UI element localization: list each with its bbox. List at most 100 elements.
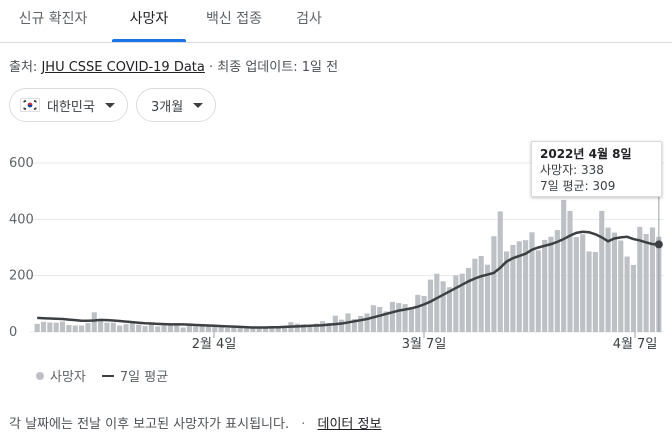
bar <box>205 325 212 332</box>
bar <box>472 258 478 332</box>
deaths-chart: 600 400 200 0 2월 4일 3월 7일 4월 7일 <box>9 156 664 352</box>
bar <box>91 312 97 332</box>
bar <box>440 281 446 332</box>
bar <box>167 325 173 332</box>
bar <box>415 294 421 332</box>
bar <box>66 324 72 332</box>
bar <box>573 237 579 332</box>
bar <box>313 323 319 332</box>
bar <box>256 328 262 332</box>
bar <box>212 325 218 332</box>
tab-bar: 신규 확진자 사망자 백신 접종 검사 <box>0 0 672 43</box>
y-tick-label: 400 <box>9 212 34 227</box>
bar <box>85 322 91 332</box>
bar <box>320 321 326 332</box>
bar <box>129 322 135 332</box>
y-tick-label: 600 <box>9 156 34 171</box>
x-tick-label: 4월 7일 <box>613 337 658 352</box>
bar <box>580 234 586 332</box>
bar <box>269 327 275 332</box>
bar <box>434 273 440 332</box>
bar <box>630 264 637 332</box>
tooltip-avg: 7일 평균: 309 <box>540 179 616 193</box>
bar <box>561 199 567 332</box>
bar <box>180 327 186 332</box>
bar <box>389 301 395 332</box>
bar <box>186 324 192 332</box>
bar <box>72 325 78 332</box>
bar <box>491 236 497 332</box>
bar <box>326 322 332 332</box>
bar-legend-swatch <box>36 371 44 380</box>
bar <box>218 327 224 332</box>
range-label: 3개월 <box>151 99 184 115</box>
bar <box>383 311 389 332</box>
tooltip-deaths: 사망자: 338 <box>540 163 604 177</box>
source-separator: · <box>209 60 214 75</box>
tab-tests[interactable]: 검사 <box>296 11 322 27</box>
source-link[interactable]: JHU CSSE COVID-19 Data <box>41 60 205 75</box>
bar <box>40 321 47 332</box>
bar <box>465 268 472 332</box>
bar <box>637 226 643 332</box>
bar <box>611 232 617 332</box>
bar <box>281 326 288 332</box>
legend-deaths: 사망자 <box>50 370 86 385</box>
bar <box>275 326 281 332</box>
bar <box>224 328 231 332</box>
bar <box>199 325 205 332</box>
avg-line <box>37 230 659 329</box>
bar <box>459 273 465 332</box>
tab-vaccinations[interactable]: 백신 접종 <box>206 11 262 27</box>
bar <box>34 323 40 332</box>
range-dropdown[interactable]: 3개월 <box>136 88 216 122</box>
bar <box>586 251 592 332</box>
x-axis-labels: 2월 4일 3월 7일 4월 7일 <box>192 332 658 352</box>
bar <box>478 255 484 332</box>
korea-flag-icon <box>20 98 40 112</box>
tab-new-cases[interactable]: 신규 확진자 <box>18 11 88 27</box>
bar <box>649 227 656 332</box>
bar <box>497 211 503 332</box>
bar <box>136 324 142 332</box>
bar <box>510 244 516 332</box>
bar <box>117 325 123 332</box>
bar <box>250 327 256 332</box>
footer-note: 각 날짜에는 전날 이후 보고된 사망자가 표시됩니다. · 데이터 정보 <box>9 413 381 432</box>
tab-deaths[interactable]: 사망자 <box>112 0 186 42</box>
bar <box>516 241 522 332</box>
bar <box>396 302 402 332</box>
line-legend-swatch <box>101 374 114 377</box>
bar <box>301 324 307 332</box>
bar <box>47 322 53 332</box>
bar <box>599 210 605 332</box>
bar <box>351 319 357 332</box>
bar <box>364 313 370 332</box>
chevron-down-icon <box>104 102 115 108</box>
bar <box>535 250 541 332</box>
chart-tooltip: 2022년 4월 8일 사망자: 338 7일 평균: 309 <box>531 141 662 197</box>
tooltip-date: 2022년 4월 8일 <box>540 147 632 161</box>
footer-text: 각 날짜에는 전날 이후 보고된 사망자가 표시됩니다. <box>9 417 290 432</box>
bar <box>618 240 624 332</box>
x-tick-label: 3월 7일 <box>402 337 447 352</box>
bar <box>643 233 649 332</box>
bar <box>79 325 85 332</box>
bar <box>529 232 535 332</box>
country-label: 대한민국 <box>47 99 95 115</box>
bar <box>110 322 116 332</box>
country-dropdown[interactable]: 대한민국 <box>9 88 128 122</box>
bar <box>484 264 491 332</box>
bar <box>59 321 66 332</box>
bar <box>624 256 630 332</box>
bar <box>504 251 510 332</box>
bar <box>548 236 554 332</box>
data-info-link[interactable]: 데이터 정보 <box>317 417 382 432</box>
footer-separator: · <box>301 417 306 432</box>
bar <box>174 322 180 332</box>
last-updated: 최종 업데이트: 1일 전 <box>217 60 339 75</box>
y-tick-label: 200 <box>9 269 34 284</box>
bar <box>605 227 611 332</box>
bar <box>262 328 269 332</box>
source-line: 출처: JHU CSSE COVID-19 Data · 최종 업데이트: 1일… <box>9 56 338 75</box>
